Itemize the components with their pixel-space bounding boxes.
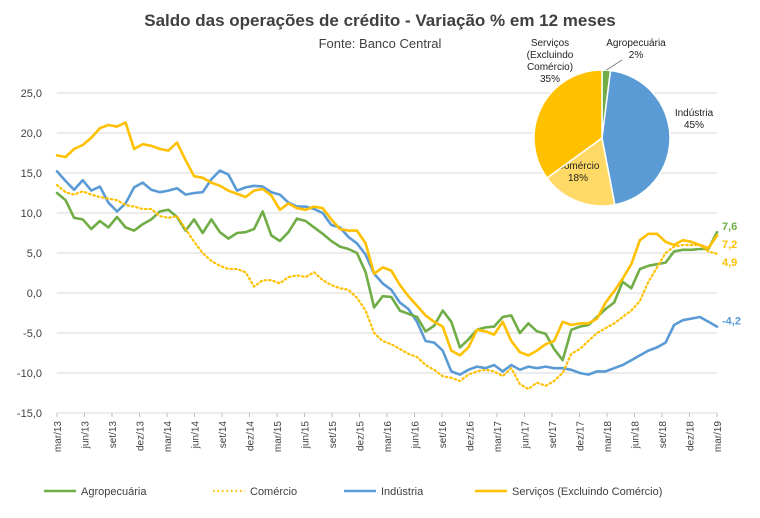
legend-label: Indústria (381, 486, 424, 498)
x-tick-label: jun/13 (81, 421, 92, 450)
pie-slice-2 (545, 136, 616, 207)
legend: Agropecuária Comércio Indústria Serviços (E… (44, 486, 662, 498)
legend-item-0: Agropecuária (44, 486, 147, 498)
series-line-2 (55, 169, 719, 376)
x-tick-label: set/17 (548, 421, 559, 449)
x-tick-label: dez/17 (576, 421, 587, 451)
pie-label-3: 35% (540, 74, 560, 85)
pie-label-0: 2% (629, 50, 644, 61)
x-axis: mar/13 jun/13 set/13 dez/13 mar/14 jun/14 set/… (53, 413, 724, 452)
end-label-1: 4,9 (722, 257, 737, 269)
x-tick-label: mar/16 (383, 421, 394, 453)
x-tick-label: mar/15 (273, 421, 284, 453)
x-tick-label: jun/14 (191, 421, 202, 450)
x-tick-label: set/18 (658, 421, 669, 449)
end-label-3: 7,2 (722, 239, 737, 251)
x-tick-label: jun/15 (301, 421, 312, 450)
legend-item-1: Comércio (213, 486, 297, 498)
legend-item-3: Serviços (Excluindo Comércio) (475, 486, 662, 498)
x-tick-label: set/14 (218, 421, 229, 449)
legend-item-2: Indústria (344, 486, 424, 498)
y-tick-label: -15,0 (17, 408, 42, 420)
chart-subtitle: Fonte: Banco Central (319, 36, 442, 51)
pie-slice-3 (533, 69, 603, 180)
pie-label-1: 45% (684, 120, 704, 131)
x-tick-label: set/16 (438, 421, 449, 449)
y-tick-label: 20,0 (21, 128, 42, 140)
x-tick-label: dez/13 (136, 421, 147, 451)
x-tick-label: dez/14 (246, 421, 257, 451)
pie-label-2: 18% (568, 173, 588, 184)
pie-label-0: Agropecuária (606, 38, 666, 49)
x-tick-label: jun/17 (521, 421, 532, 450)
x-tick-label: jun/16 (411, 421, 422, 450)
end-label-2: -4,2 (722, 316, 741, 328)
y-tick-label: 5,0 (27, 248, 42, 260)
y-tick-label: -5,0 (23, 328, 42, 340)
pie-label-3: Comércio) (527, 62, 573, 73)
y-tick-label: 15,0 (21, 168, 42, 180)
pie-label-1: Indústria (675, 108, 714, 119)
y-axis-ticks: 25,0 20,0 15,0 10,0 5,0 0,0 -5,0 -10,0 -15,0 (17, 88, 42, 420)
y-tick-label: 25,0 (21, 88, 42, 100)
pie-slice-1 (601, 69, 671, 206)
series-line-0 (55, 191, 719, 362)
x-tick-label: mar/13 (53, 421, 64, 453)
x-tick-label: mar/14 (163, 421, 174, 453)
x-tick-label: dez/18 (686, 421, 697, 451)
x-tick-label: set/13 (108, 421, 119, 449)
x-tick-label: mar/19 (713, 421, 724, 453)
y-tick-label: 10,0 (21, 208, 42, 220)
x-tick-label: set/15 (328, 421, 339, 449)
chart-title: Saldo das operações de crédito - Variaçã… (144, 11, 616, 30)
pie-leader-line (605, 59, 623, 71)
legend-label: Agropecuária (81, 486, 147, 498)
pie-label-2: Comércio (557, 161, 600, 172)
x-tick-label: dez/16 (466, 421, 477, 451)
legend-label: Serviços (Excluindo Comércio) (512, 486, 662, 498)
end-labels: 7,6 7,2 4,9 -4,2 (722, 221, 741, 327)
x-tick-label: mar/17 (493, 421, 504, 453)
line-series (55, 121, 719, 391)
series-line-1 (55, 183, 719, 391)
y-tick-label: 0,0 (27, 288, 42, 300)
end-label-0: 7,6 (722, 221, 737, 233)
legend-label: Comércio (250, 486, 297, 498)
x-tick-label: mar/18 (603, 421, 614, 453)
x-tick-label: dez/15 (356, 421, 367, 451)
series-line-3 (55, 121, 719, 357)
x-tick-label: jun/18 (631, 421, 642, 450)
pie-label-3: Serviços (531, 38, 569, 49)
pie-label-3: (Excluindo (527, 50, 574, 61)
y-tick-label: -10,0 (17, 368, 42, 380)
